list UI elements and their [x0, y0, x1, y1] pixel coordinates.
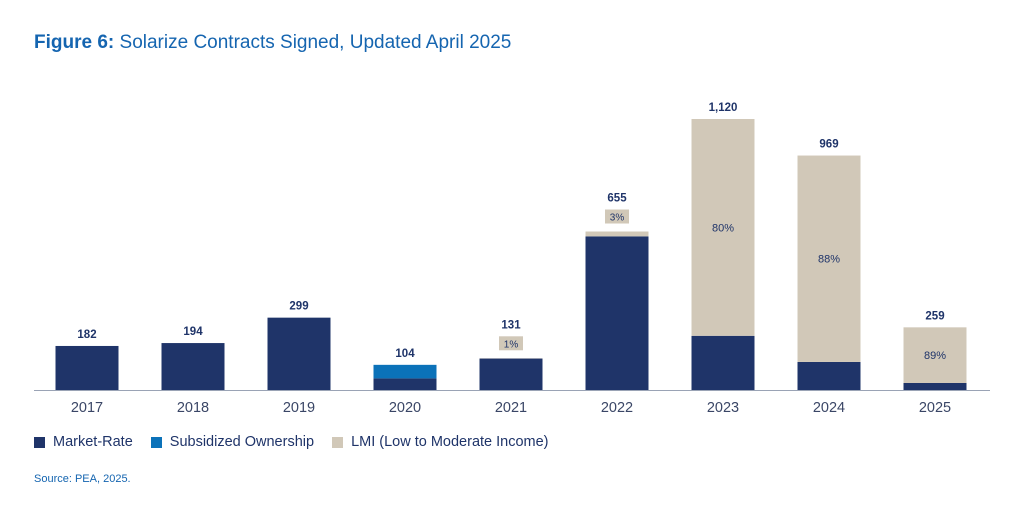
bar-segment-market-rate-2021 — [479, 358, 543, 390]
legend-label: LMI (Low to Moderate Income) — [351, 434, 549, 450]
bar-segment-market-rate-2017 — [55, 345, 119, 390]
bar-segment-lmi-2024 — [797, 155, 861, 362]
legend-label: Subsidized Ownership — [169, 434, 315, 450]
x-tick-label-2024: 2024 — [813, 400, 845, 416]
x-tick-label-2025: 2025 — [919, 400, 951, 416]
bar-segment-subsidized-2020 — [373, 364, 437, 379]
lmi-share-label-bg-2022 — [605, 209, 629, 224]
legend-item-market-rate: Market-Rate — [34, 434, 133, 450]
bar-segment-market-rate-2020 — [373, 378, 437, 390]
bar-segment-market-rate-2019 — [267, 317, 331, 390]
x-tick-label-2019: 2019 — [283, 400, 315, 416]
legend-swatch — [150, 436, 162, 448]
bar-segment-market-rate-2023 — [691, 335, 755, 390]
lmi-share-label-2022: 3% — [610, 213, 625, 224]
bar-segment-market-rate-2022 — [585, 236, 649, 390]
x-tick-label-2023: 2023 — [707, 400, 739, 416]
legend-label: Market-Rate — [53, 434, 133, 450]
total-label-2025: 259 — [925, 310, 944, 322]
bar-segment-lmi-2022 — [585, 231, 649, 237]
total-label-2022: 655 — [607, 193, 627, 205]
bar-segment-market-rate-2018 — [161, 343, 225, 390]
lmi-share-label-2021: 1% — [504, 339, 519, 350]
x-tick-label-2018: 2018 — [177, 400, 209, 416]
legend-item-subsidized: Subsidized Ownership — [150, 434, 315, 450]
figure-number: Figure 6: — [34, 32, 115, 53]
source-note: Source: PEA, 2025. — [34, 473, 131, 485]
lmi-share-label-2025: 89% — [924, 350, 946, 362]
legend-swatch — [34, 436, 45, 448]
bar-segment-market-rate-2024 — [797, 361, 861, 390]
x-tick-label-2021: 2021 — [495, 400, 527, 416]
lmi-share-label-2023: 80% — [712, 222, 734, 234]
chart-title: Figure 6: Solarize Contracts Signed, Upd… — [34, 32, 511, 54]
bar-segment-lmi-2025 — [903, 327, 967, 383]
x-tick-label-2020: 2020 — [389, 400, 421, 416]
total-label-2023: 1,120 — [709, 102, 738, 114]
title-text: Solarize Contracts Signed, Updated April… — [119, 32, 512, 53]
lmi-share-label-2024: 88% — [818, 254, 840, 266]
bar-segment-lmi-2023 — [691, 119, 755, 336]
lmi-share-label-bg-2021 — [499, 336, 523, 351]
bar-segment-market-rate-2025 — [903, 382, 967, 390]
total-label-2017: 182 — [77, 329, 96, 341]
total-label-2020: 104 — [395, 348, 415, 360]
x-tick-label-2022: 2022 — [601, 400, 633, 416]
total-label-2021: 131 — [501, 319, 521, 331]
total-label-2019: 299 — [289, 301, 308, 313]
total-label-2018: 194 — [183, 326, 203, 338]
total-label-2024: 969 — [819, 139, 838, 151]
legend-item-lmi: LMI (Low to Moderate Income) — [332, 434, 549, 450]
legend: Market-Rate Subsidized Ownership LMI (Lo… — [34, 434, 549, 450]
x-tick-label-2017: 2017 — [71, 400, 103, 416]
legend-swatch — [332, 436, 344, 448]
